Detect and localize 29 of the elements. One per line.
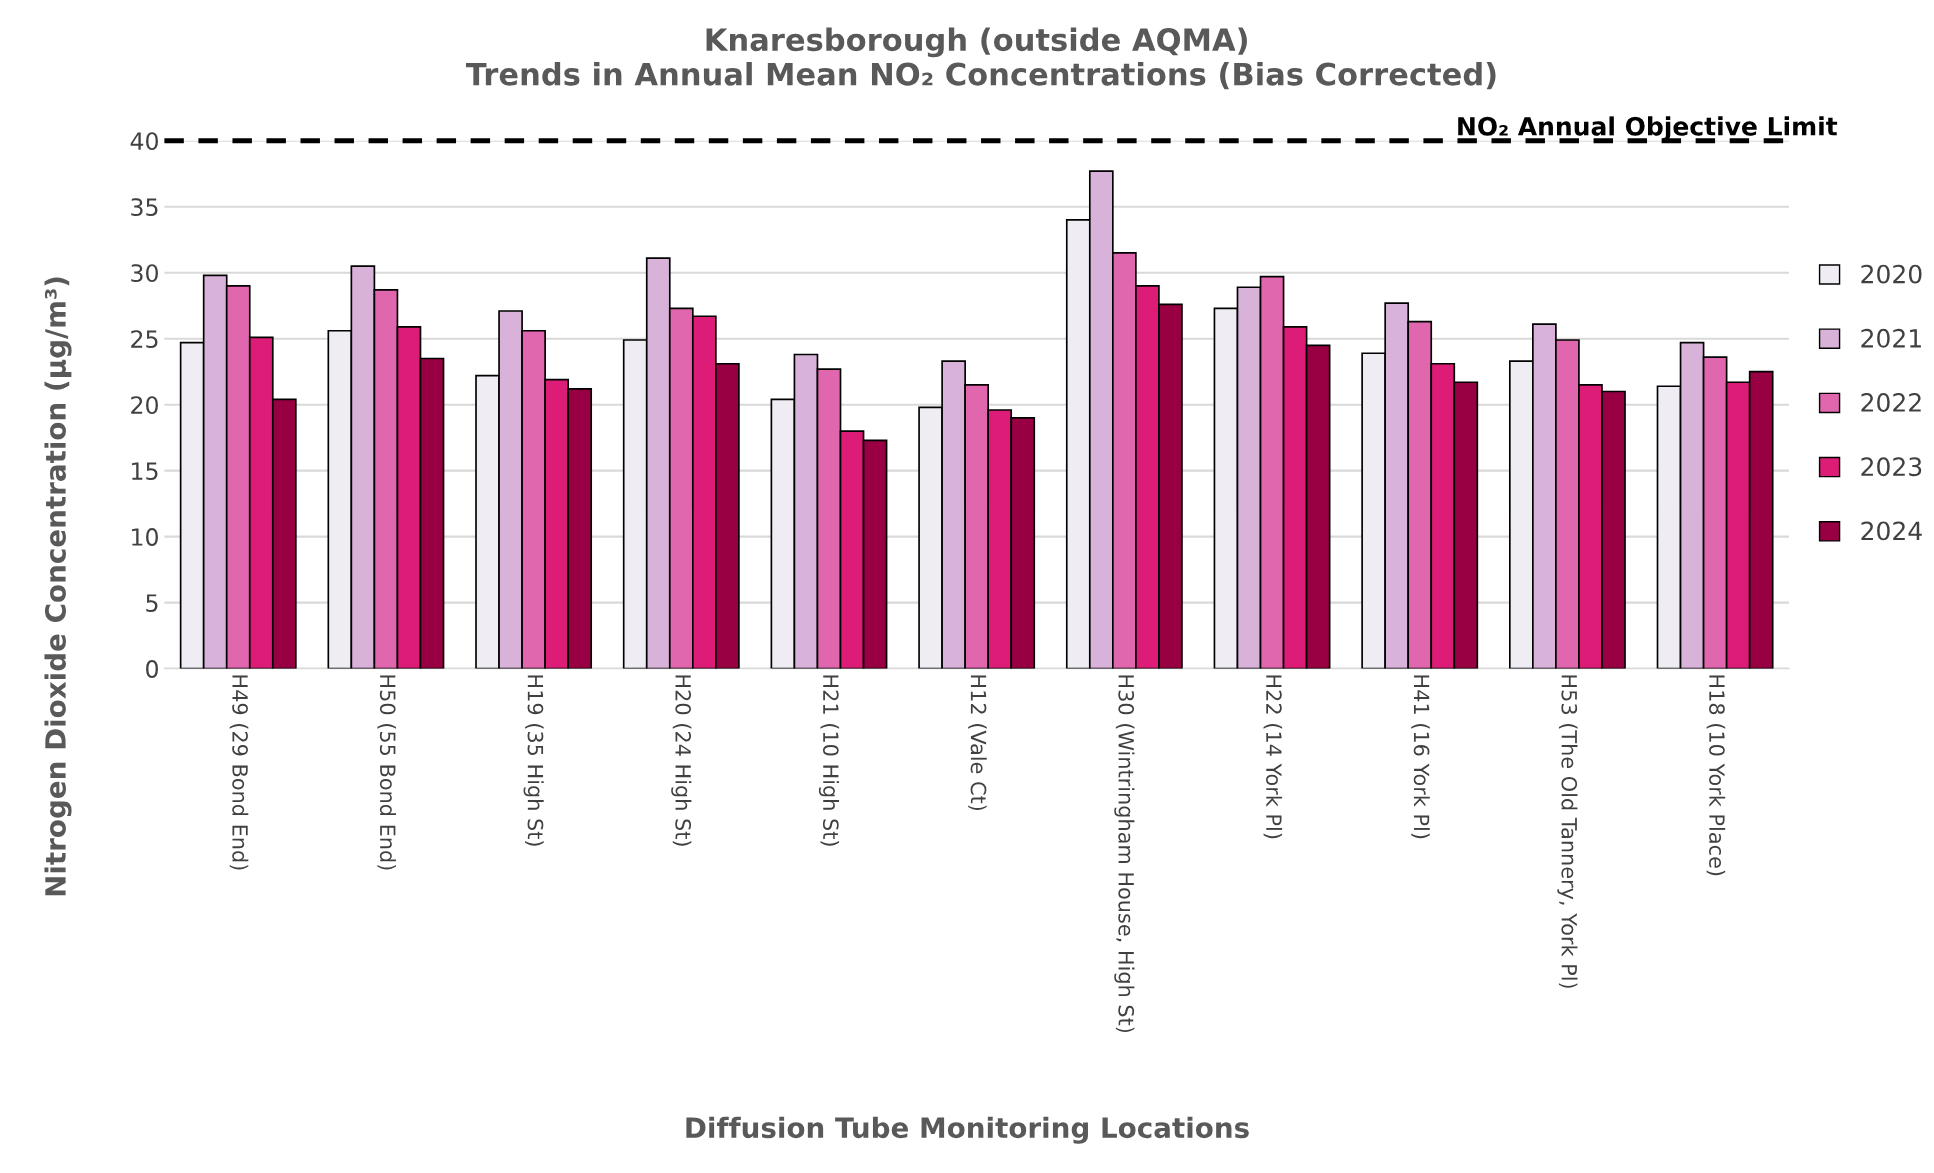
legend-label: 2024 [1861, 521, 1922, 541]
x-tick-label: H22 (14 York Pl) [1263, 675, 1283, 839]
x-axis-title: Diffusion Tube Monitoring Locations [686, 1116, 1249, 1144]
x-tick-label: H12 (Vale Ct) [968, 675, 987, 811]
y-tick-label: 35 [131, 198, 158, 217]
y-tick-label: 0 [146, 660, 158, 678]
y-axis-title: Nitrogen Dioxide Concentration (µg/m³) [44, 277, 72, 896]
y-tick-label: 30 [131, 264, 158, 283]
x-tick-label: H50 (55 Bond End) [377, 675, 396, 870]
y-tick-label: 40 [130, 132, 158, 151]
x-tick-label: H20 (24 High St) [671, 675, 692, 846]
y-tick-label: 10 [132, 528, 158, 546]
y-tick-label: 15 [132, 462, 158, 480]
x-tick-label: H19 (35 High St) [523, 675, 544, 846]
legend-label: 2021 [1861, 328, 1921, 348]
legend-label: 2020 [1861, 264, 1922, 284]
x-tick-label: H21 (10 High St) [818, 675, 840, 846]
x-tick-label: H53 (The Old Tannery, York Pl) [1557, 675, 1578, 988]
x-tick-label: H49 (29 Bond End) [229, 675, 249, 870]
x-tick-label: H18 (10 York Place) [1706, 675, 1726, 876]
x-tick-label: H30 (Wintringham House, High St) [1114, 675, 1135, 1033]
y-tick-label: 25 [131, 330, 158, 349]
ref-line-label: NO₂ Annual Objective Limit [1458, 116, 1838, 141]
y-tick-label: 5 [146, 594, 158, 612]
legend-label: 2023 [1861, 457, 1922, 477]
y-tick-label: 20 [131, 396, 158, 414]
legend-label: 2022 [1861, 393, 1921, 412]
x-tick-label: H41 (16 York Pl) [1411, 675, 1430, 839]
chart-title: Knaresborough (outside AQMA) Trends in Annual Mean NO₂ Concentrations (Bias Corrected) [465, 27, 1496, 90]
